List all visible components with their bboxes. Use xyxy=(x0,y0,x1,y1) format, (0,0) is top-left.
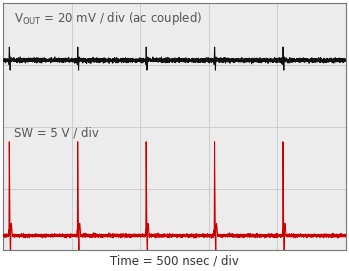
Text: SW = 5 V / div: SW = 5 V / div xyxy=(14,127,99,140)
X-axis label: Time = 500 nsec / div: Time = 500 nsec / div xyxy=(110,254,239,267)
Text: V$_{\mathregular{OUT}}$ = 20 mV / div (ac coupled): V$_{\mathregular{OUT}}$ = 20 mV / div (a… xyxy=(14,10,202,27)
